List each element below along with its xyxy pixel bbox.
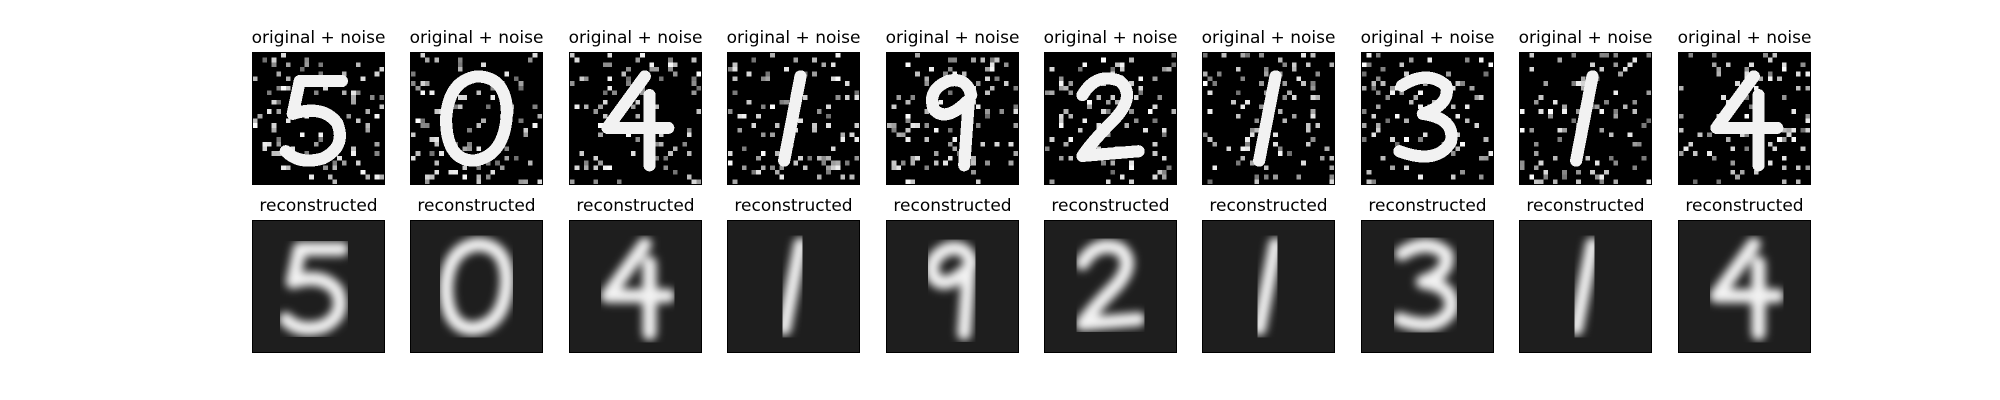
reconstructed-title: reconstructed bbox=[1526, 196, 1645, 216]
noisy-digit-image bbox=[1519, 52, 1652, 185]
noisy-title: original + noise bbox=[409, 28, 544, 48]
reconstructed-title: reconstructed bbox=[259, 196, 378, 216]
reconstructed-digit-image bbox=[1519, 220, 1652, 353]
reconstructed-digit-image bbox=[410, 220, 543, 353]
reconstructed-digit-image bbox=[252, 220, 385, 353]
noisy-digit-image bbox=[1361, 52, 1494, 185]
reconstructed-title: reconstructed bbox=[893, 196, 1012, 216]
reconstructed-digit-image bbox=[1678, 220, 1811, 353]
noisy-title: original + noise bbox=[1518, 28, 1653, 48]
noisy-digit-image bbox=[252, 52, 385, 185]
noisy-title: original + noise bbox=[726, 28, 861, 48]
noisy-title: original + noise bbox=[1043, 28, 1178, 48]
noisy-title: original + noise bbox=[1201, 28, 1336, 48]
reconstructed-digit-image bbox=[727, 220, 860, 353]
reconstructed-title: reconstructed bbox=[1368, 196, 1487, 216]
noisy-digit-image bbox=[1044, 52, 1177, 185]
reconstructed-title: reconstructed bbox=[576, 196, 695, 216]
reconstructed-title: reconstructed bbox=[1209, 196, 1328, 216]
noisy-digit-image bbox=[410, 52, 543, 185]
reconstructed-title: reconstructed bbox=[734, 196, 853, 216]
reconstructed-digit-image bbox=[1044, 220, 1177, 353]
noisy-title: original + noise bbox=[251, 28, 386, 48]
reconstructed-title: reconstructed bbox=[1685, 196, 1804, 216]
reconstructed-digit-image bbox=[1361, 220, 1494, 353]
reconstructed-digit-image bbox=[569, 220, 702, 353]
noisy-title: original + noise bbox=[568, 28, 703, 48]
noisy-title: original + noise bbox=[1677, 28, 1812, 48]
noisy-digit-image bbox=[569, 52, 702, 185]
noisy-title: original + noise bbox=[885, 28, 1020, 48]
noisy-digit-image bbox=[727, 52, 860, 185]
reconstructed-digit-image bbox=[1202, 220, 1335, 353]
reconstructed-digit-image bbox=[886, 220, 1019, 353]
noisy-title: original + noise bbox=[1360, 28, 1495, 48]
noisy-digit-image bbox=[886, 52, 1019, 185]
noisy-digit-image bbox=[1202, 52, 1335, 185]
noisy-digit-image bbox=[1678, 52, 1811, 185]
reconstructed-title: reconstructed bbox=[417, 196, 536, 216]
reconstructed-title: reconstructed bbox=[1051, 196, 1170, 216]
